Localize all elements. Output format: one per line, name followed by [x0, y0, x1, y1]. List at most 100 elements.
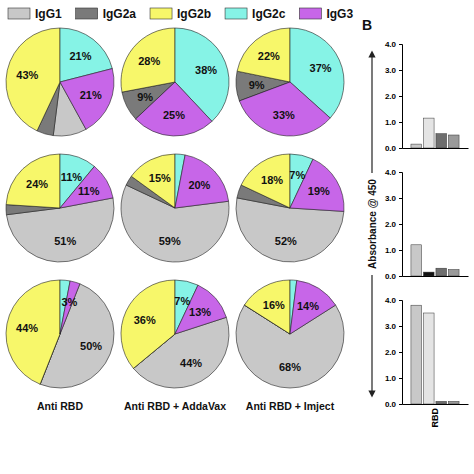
legend-swatch [225, 8, 247, 19]
y-tick: 0.0 [385, 144, 402, 153]
bar [436, 134, 447, 148]
pie: 44%36%7%13% [121, 280, 229, 388]
pie-slice [6, 154, 60, 208]
data-label: 36% [134, 314, 156, 326]
data-label: 51% [54, 235, 76, 247]
data-label: 20% [188, 179, 210, 191]
data-label: 7% [289, 169, 305, 181]
tick-mark [399, 198, 402, 199]
legend-item: IgG3 [299, 7, 353, 21]
pie: 43%21%21% [6, 28, 114, 136]
pie: 51% 24% 11% 11% [6, 154, 114, 262]
axis-line [403, 148, 469, 149]
x-axis [403, 148, 469, 150]
data-label: 7% [174, 295, 190, 307]
tick-mark [399, 276, 402, 277]
legend-swatch [150, 8, 172, 19]
tick-label: 1.0 [385, 374, 397, 383]
slices [236, 154, 344, 262]
x-axis: RBD [403, 404, 469, 428]
y-tick: 2.0 [385, 348, 402, 357]
legend-label: IgG1 [35, 7, 62, 21]
tick-mark [399, 122, 402, 123]
axis-line [399, 173, 403, 277]
pie-slice [6, 28, 60, 131]
tick-label: RBD [430, 408, 440, 428]
pie: 50%44%3% [6, 280, 114, 388]
tick-label: 1.0 [385, 118, 397, 127]
data-label: 9% [249, 79, 265, 91]
bars [411, 245, 459, 276]
tick-mark [399, 148, 402, 149]
pie-slice [175, 285, 226, 334]
legend-label: IgG2a [103, 7, 137, 21]
pie: 9%22%37%33% [236, 28, 344, 136]
pie-slice [121, 28, 175, 92]
data-labels: 51% 24% 11% 11% [26, 170, 100, 247]
data-label: 11% [78, 185, 100, 197]
data-label: 68% [279, 361, 301, 373]
slices [121, 280, 229, 388]
data-label: 19% [308, 185, 330, 197]
axis-line [403, 404, 469, 405]
pie: 59%15%20% [121, 154, 229, 262]
data-label: 11% [61, 170, 83, 182]
y-tick: 4.0 [385, 296, 402, 305]
panel-label: B [362, 17, 372, 33]
data-labels: 44%36%7%13% [134, 295, 212, 369]
y-tick: 3.0 [385, 322, 402, 331]
y-axis-title: Absorbance @ 450 [367, 179, 378, 269]
pie-slice [6, 280, 60, 384]
y-tick: 0.0 [385, 400, 402, 409]
data-label: 33% [273, 109, 295, 121]
tick-label: 4.0 [385, 40, 397, 49]
column-title: Anti RBD + AddaVax [124, 400, 226, 412]
data-labels: 59%15%20% [149, 172, 211, 247]
slices [6, 28, 114, 136]
slices [6, 154, 114, 262]
slices [121, 154, 229, 262]
tick-mark [399, 404, 402, 405]
bar [436, 401, 447, 404]
axis-line [399, 301, 403, 405]
pie-slice [241, 154, 290, 208]
x-axis [403, 276, 469, 278]
tick-mark [399, 378, 402, 379]
pie-slice [60, 166, 113, 208]
data-label: 22% [258, 50, 280, 62]
y-tick: 4.0 [385, 168, 402, 177]
tick-label: 2.0 [385, 348, 397, 357]
tick-mark [399, 44, 402, 45]
pie-slice [60, 281, 80, 334]
arrow [371, 54, 372, 173]
tick-mark [399, 224, 402, 225]
y-tick: 1.0 [385, 246, 402, 255]
data-labels: 68%16%14% [263, 299, 319, 374]
legend: IgG1IgG2aIgG2bIgG2cIgG3 [8, 7, 353, 21]
tick-label: 3.0 [385, 66, 397, 75]
y-tick: 2.0 [385, 220, 402, 229]
data-label: 43% [16, 69, 38, 81]
y-tick: 3.0 [385, 194, 402, 203]
tick-label: 4.0 [385, 296, 397, 305]
tick-mark [399, 70, 402, 71]
tick-label: 1.0 [385, 246, 397, 255]
data-label: 44% [180, 357, 202, 369]
data-labels: 9%28%38%25% [137, 55, 217, 122]
tick-label: 3.0 [385, 322, 397, 331]
x-tick: RBD [430, 404, 440, 428]
bars [411, 305, 459, 404]
tick-mark [399, 172, 402, 173]
data-label: 25% [163, 109, 185, 121]
tick-label: 2.0 [385, 220, 397, 229]
pie-slice [244, 280, 290, 334]
slices [236, 28, 344, 136]
pie-slice [121, 280, 175, 368]
legend-swatch [8, 8, 30, 19]
y-tick: 1.0 [385, 374, 402, 383]
data-label: 24% [26, 178, 48, 190]
tick-mark [399, 352, 402, 353]
pie-slice [60, 69, 114, 130]
bar [423, 272, 434, 276]
bar [436, 268, 447, 276]
